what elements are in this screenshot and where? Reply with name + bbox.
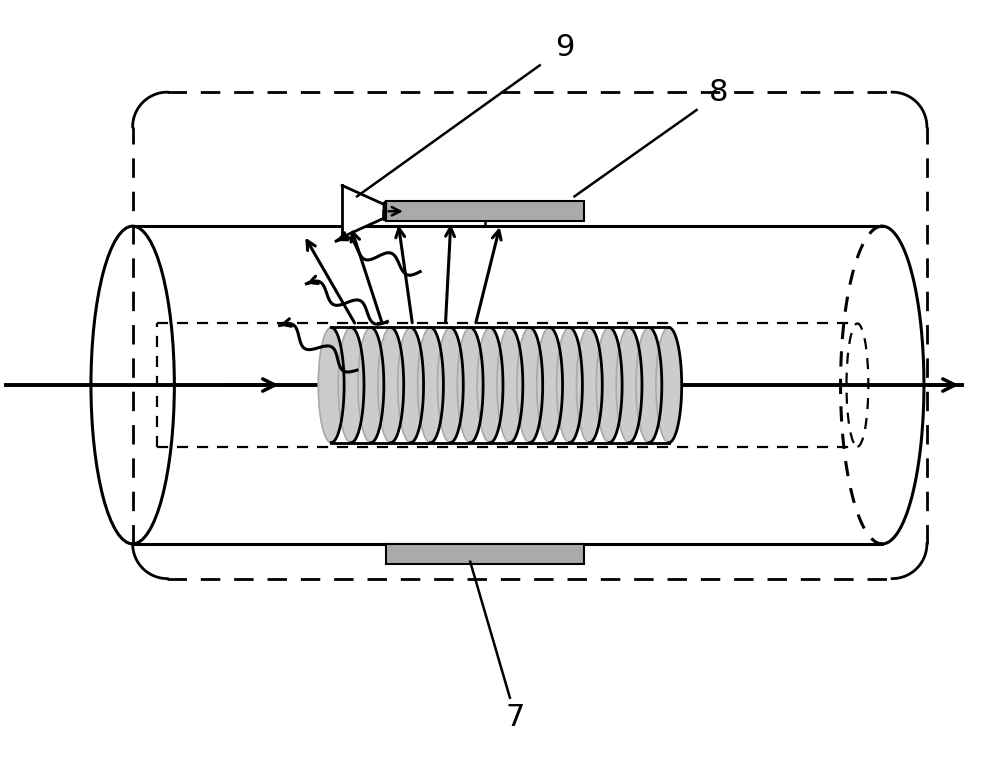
Text: 9: 9 <box>555 33 574 62</box>
Text: 8: 8 <box>709 78 728 107</box>
Polygon shape <box>398 328 424 443</box>
Polygon shape <box>378 328 404 443</box>
Polygon shape <box>497 328 523 443</box>
Polygon shape <box>636 328 662 443</box>
Polygon shape <box>338 328 364 443</box>
Polygon shape <box>616 328 642 443</box>
Bar <box>386 202 584 221</box>
Polygon shape <box>318 328 344 443</box>
Polygon shape <box>358 328 384 443</box>
Text: 7: 7 <box>505 703 525 732</box>
Polygon shape <box>437 328 463 443</box>
Polygon shape <box>457 328 483 443</box>
Bar <box>386 544 584 563</box>
Polygon shape <box>576 328 602 443</box>
Polygon shape <box>596 328 622 443</box>
Polygon shape <box>557 328 582 443</box>
Polygon shape <box>656 328 682 443</box>
Polygon shape <box>517 328 543 443</box>
Polygon shape <box>477 328 503 443</box>
Polygon shape <box>342 185 384 237</box>
Polygon shape <box>418 328 443 443</box>
Polygon shape <box>537 328 563 443</box>
